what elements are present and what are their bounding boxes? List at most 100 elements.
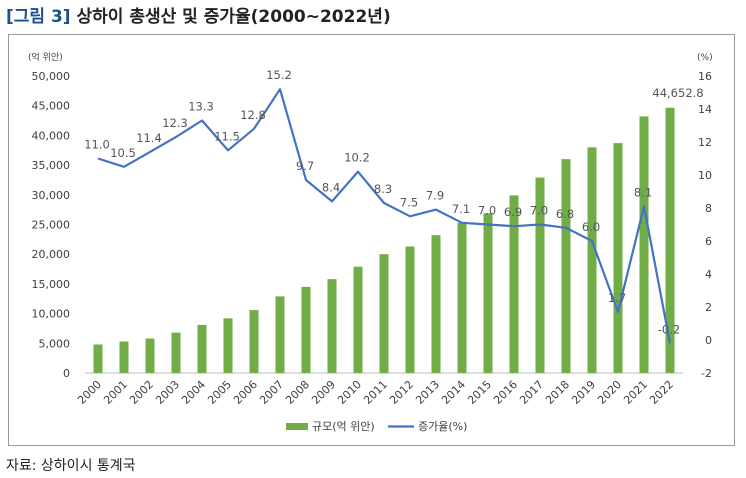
- bar: [145, 338, 155, 373]
- left-axis-tick-label: 25,000: [32, 219, 71, 232]
- x-axis-tick-label: 2007: [257, 378, 286, 407]
- right-axis-tick-label: 12: [698, 136, 712, 149]
- line-data-label: 12.3: [162, 116, 188, 130]
- legend-label-line: 증가율(%): [418, 420, 467, 433]
- right-axis-tick-label: 0: [705, 334, 712, 347]
- right-axis-tick-label: 10: [698, 169, 712, 182]
- bar: [171, 332, 181, 373]
- x-axis-tick-label: 2019: [569, 378, 598, 407]
- bar: [613, 143, 623, 373]
- x-axis-tick-label: 2022: [647, 378, 676, 407]
- x-axis-tick-label: 2014: [439, 378, 468, 407]
- line-data-label: 11.5: [214, 129, 240, 143]
- x-axis-tick-label: 2000: [75, 378, 104, 407]
- line-data-label: 10.5: [110, 146, 136, 160]
- line-data-label: 8.4: [322, 180, 340, 194]
- x-axis-tick-label: 2006: [231, 378, 260, 407]
- right-axis-tick-label: 6: [705, 235, 712, 248]
- x-axis-tick-label: 2005: [205, 378, 234, 407]
- line-data-label: 7.1: [452, 202, 470, 216]
- chart-frame: [8, 34, 735, 446]
- legend-label-bar: 규모(억 위안): [312, 420, 375, 433]
- line-data-label: 9.7: [296, 159, 314, 173]
- bar: [535, 177, 545, 373]
- line-data-label: 15.2: [266, 68, 292, 82]
- x-axis-tick-label: 2012: [387, 378, 416, 407]
- left-axis-tick-label: 20,000: [32, 248, 71, 261]
- bar: [353, 266, 363, 373]
- right-axis-tick-label: 8: [705, 202, 712, 215]
- legend-swatch-bar: [286, 423, 308, 430]
- bar: [197, 324, 207, 373]
- bar: [665, 107, 675, 374]
- right-axis-tick-label: 4: [705, 268, 712, 281]
- x-axis-tick-label: 2013: [413, 378, 442, 407]
- x-axis-tick-label: 2003: [153, 378, 182, 407]
- line-data-label: 11.0: [84, 138, 110, 152]
- line-data-label: 11.4: [136, 131, 162, 145]
- line-data-label: -0.2: [658, 322, 680, 336]
- x-axis-tick-label: 2017: [517, 378, 546, 407]
- bar: [587, 147, 597, 373]
- line-data-label: 6.0: [582, 220, 600, 234]
- x-axis-tick-label: 2009: [309, 378, 338, 407]
- x-axis-tick-label: 2015: [465, 378, 494, 407]
- right-axis-tick-label: 14: [698, 103, 712, 116]
- x-axis-tick-label: 2004: [179, 378, 208, 407]
- figure-label: [그림 3]: [6, 7, 71, 27]
- left-axis-tick-label: 0: [63, 367, 70, 380]
- line-data-label: 6.8: [556, 207, 574, 221]
- left-axis-tick-label: 40,000: [32, 129, 71, 142]
- x-axis-tick-label: 2016: [491, 378, 520, 407]
- left-axis-tick-label: 5,000: [39, 337, 71, 350]
- x-axis-tick-label: 2020: [595, 378, 624, 407]
- x-axis-tick-label: 2001: [101, 378, 130, 407]
- left-axis-tick-label: 50,000: [32, 70, 71, 83]
- left-axis-tick-label: 35,000: [32, 159, 71, 172]
- left-axis-unit: (억 위안): [28, 51, 63, 63]
- bar: [639, 116, 649, 373]
- left-axis-tick-label: 10,000: [32, 308, 71, 321]
- figure-title: [그림 3] 상하이 총생산 및 증가율(2000~2022년): [6, 2, 391, 27]
- x-axis-tick-label: 2002: [127, 378, 156, 407]
- left-axis-tick-label: 30,000: [32, 189, 71, 202]
- bar: [327, 279, 337, 373]
- left-axis-tick-label: 45,000: [32, 100, 71, 113]
- bar: [301, 286, 311, 373]
- bar: [223, 318, 233, 373]
- right-axis-unit: (%): [697, 53, 713, 63]
- right-axis-tick-label: 16: [698, 70, 712, 83]
- source-note: 자료: 상하이시 통계국: [6, 458, 136, 474]
- figure-title-text: 상하이 총생산 및 증가율(2000~2022년): [76, 7, 391, 27]
- x-axis-tick-label: 2008: [283, 378, 312, 407]
- bar: [405, 246, 415, 373]
- x-axis-tick-label: 2011: [361, 378, 390, 407]
- bar: [561, 159, 571, 373]
- bar: [93, 344, 103, 373]
- left-axis-tick-label: 15,000: [32, 278, 71, 291]
- line-data-label: 1.7: [608, 291, 626, 305]
- bar: [509, 195, 519, 373]
- line-data-label: 10.2: [344, 151, 370, 165]
- x-axis-tick-label: 2021: [621, 378, 650, 407]
- bar: [431, 235, 441, 373]
- line-data-label: 7.9: [426, 189, 444, 203]
- bar-data-label: 44,652.8: [652, 86, 703, 100]
- x-axis-tick-label: 2010: [335, 378, 364, 407]
- line-data-label: 6.9: [504, 205, 522, 219]
- line-data-label: 7.5: [400, 195, 418, 209]
- line-data-label: 7.0: [478, 204, 496, 218]
- bar: [483, 213, 493, 373]
- right-axis-tick-label: -2: [701, 367, 712, 380]
- growth-rate-line: [97, 88, 672, 344]
- line-data-label: 8.3: [374, 182, 392, 196]
- bar: [249, 310, 259, 373]
- line-data-label: 13.3: [188, 100, 214, 114]
- line-data-label: 12.8: [240, 108, 266, 122]
- bar: [119, 341, 129, 373]
- bar: [275, 296, 285, 373]
- bar: [379, 254, 389, 373]
- bar: [457, 222, 467, 373]
- line-data-label: 7.0: [530, 204, 548, 218]
